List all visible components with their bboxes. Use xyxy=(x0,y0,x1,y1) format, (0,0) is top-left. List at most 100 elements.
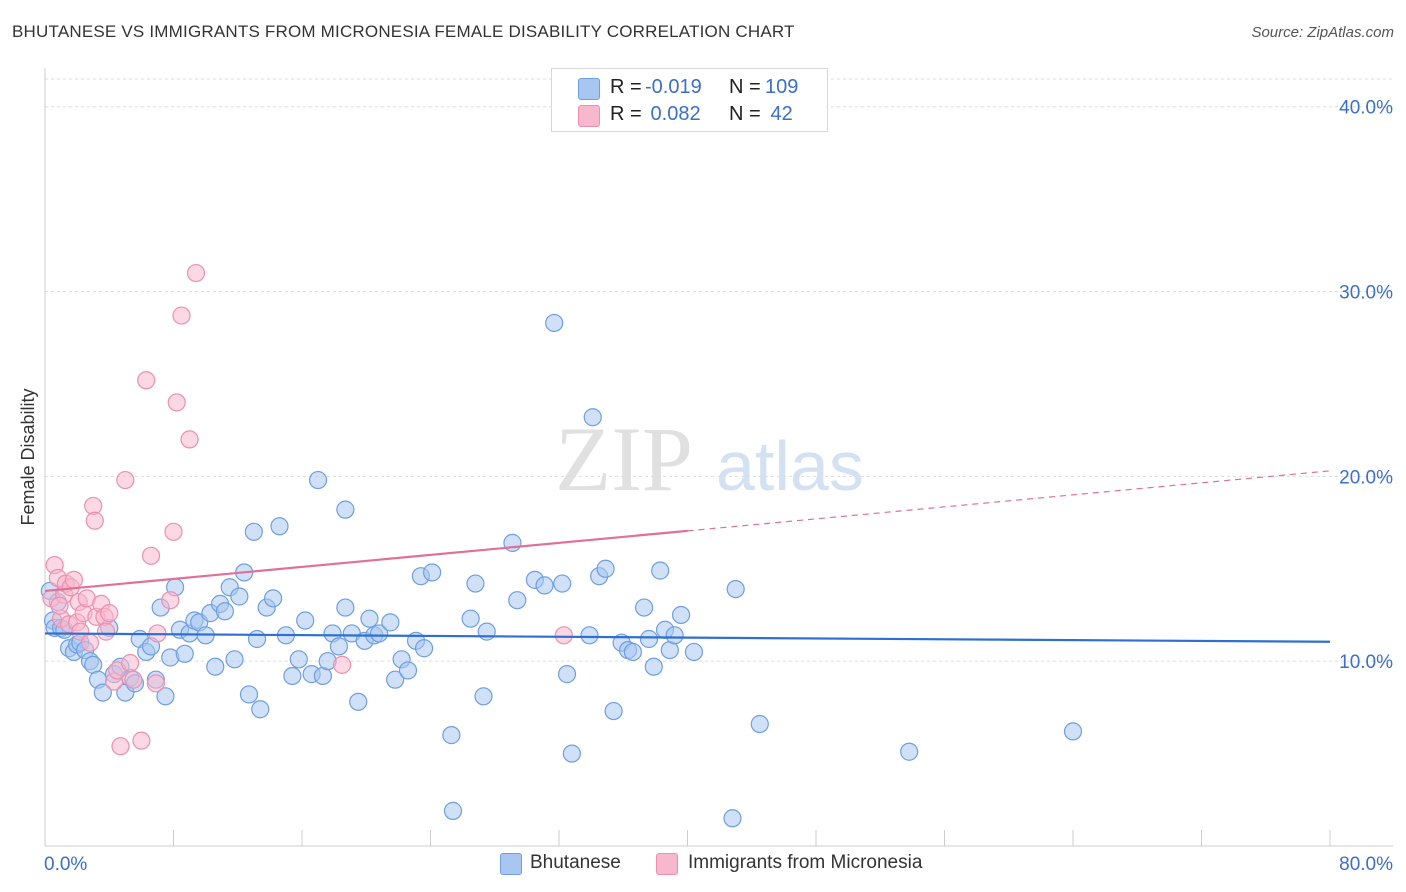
point-micronesia xyxy=(137,371,156,390)
point-bhutanese xyxy=(557,665,577,684)
point-bhutanese xyxy=(263,589,283,608)
point-bhutanese xyxy=(684,642,704,662)
point-bhutanese xyxy=(604,701,623,721)
point-micronesia xyxy=(50,596,69,615)
point-bhutanese xyxy=(336,500,355,519)
point-micronesia xyxy=(186,263,206,283)
point-bhutanese xyxy=(156,687,175,706)
point-bhutanese xyxy=(665,626,684,645)
point-bhutanese xyxy=(239,685,259,704)
point-micronesia xyxy=(180,430,199,449)
legend-n-label: N = xyxy=(729,103,761,125)
point-bhutanese xyxy=(477,622,496,641)
point-bhutanese xyxy=(398,661,418,680)
point-micronesia xyxy=(85,511,104,530)
point-bhutanese xyxy=(244,522,263,541)
point-micronesia xyxy=(554,626,573,645)
x-tick-label-min: 0.0% xyxy=(44,854,87,875)
point-micronesia xyxy=(80,633,100,652)
point-micronesia xyxy=(141,546,161,565)
point-bhutanese xyxy=(545,313,564,333)
legend-n-label: N = xyxy=(729,76,761,98)
point-bhutanese xyxy=(562,744,581,763)
point-bhutanese xyxy=(230,587,249,606)
point-bhutanese xyxy=(251,700,270,719)
point-bhutanese xyxy=(635,598,654,617)
bottom-legend-label: Bhutanese xyxy=(530,852,621,873)
point-bhutanese xyxy=(580,626,599,645)
point-bhutanese xyxy=(726,580,745,599)
bottom-legend-swatch-pink xyxy=(656,853,678,875)
point-bhutanese xyxy=(900,742,919,761)
y-tick-label: 40.0% xyxy=(1339,98,1393,119)
series-bhutanese xyxy=(40,313,1083,828)
point-bhutanese xyxy=(370,624,389,643)
point-bhutanese xyxy=(206,657,225,676)
point-bhutanese xyxy=(508,591,527,610)
point-bhutanese xyxy=(414,639,434,658)
point-bhutanese xyxy=(283,666,302,686)
point-bhutanese xyxy=(461,609,480,628)
point-micronesia xyxy=(124,670,143,689)
point-bhutanese xyxy=(442,726,461,745)
source-label: Source: ZipAtlas.com xyxy=(1251,24,1394,41)
watermark-zip: ZIP xyxy=(555,408,693,510)
point-bhutanese xyxy=(247,629,267,649)
point-micronesia xyxy=(116,470,135,490)
point-micronesia xyxy=(132,731,151,750)
point-bhutanese xyxy=(535,576,554,595)
point-bhutanese xyxy=(423,563,442,582)
point-bhutanese xyxy=(93,683,112,702)
point-bhutanese xyxy=(386,670,405,689)
bottom-legend-swatch-blue xyxy=(500,853,522,875)
point-bhutanese xyxy=(474,687,493,706)
trendline-micronesia xyxy=(44,529,688,593)
point-bhutanese xyxy=(583,408,602,427)
point-micronesia xyxy=(164,522,183,541)
y-tick-label: 10.0% xyxy=(1339,652,1393,673)
point-bhutanese xyxy=(296,611,315,630)
legend-swatch-pink xyxy=(578,105,600,127)
legend-n-value: 42 xyxy=(765,103,793,125)
point-bhutanese xyxy=(289,650,308,669)
point-micronesia xyxy=(96,622,116,641)
point-bhutanese xyxy=(349,692,368,711)
legend-swatch-blue xyxy=(578,78,600,100)
point-bhutanese xyxy=(644,657,663,676)
point-bhutanese xyxy=(623,642,642,662)
point-bhutanese xyxy=(381,613,400,632)
point-micronesia xyxy=(64,570,84,589)
trendline-bhutanese xyxy=(44,632,1331,643)
y-axis-label: Female Disability xyxy=(18,388,38,525)
legend-r-value: -0.019 xyxy=(645,76,702,98)
point-micronesia xyxy=(100,604,119,623)
point-bhutanese xyxy=(639,629,659,649)
point-bhutanese xyxy=(1063,722,1083,741)
x-tick-label-max: 80.0% xyxy=(1339,854,1393,875)
point-bhutanese xyxy=(443,801,463,820)
point-bhutanese xyxy=(225,650,244,669)
legend-r-value: 0.082 xyxy=(645,103,701,125)
y-tick-label: 30.0% xyxy=(1339,283,1393,304)
point-bhutanese xyxy=(750,714,769,734)
point-bhutanese xyxy=(466,574,485,593)
point-bhutanese xyxy=(651,561,670,580)
y-tick-label: 20.0% xyxy=(1339,467,1393,488)
point-bhutanese xyxy=(308,470,328,490)
trendline-dashed-micronesia xyxy=(687,470,1331,532)
point-bhutanese xyxy=(175,644,194,663)
point-micronesia xyxy=(167,393,186,412)
point-micronesia xyxy=(333,655,352,674)
watermark-atlas: atlas xyxy=(716,427,864,505)
chart-title: BHUTANESE VS IMMIGRANTS FROM MICRONESIA … xyxy=(12,22,795,41)
legend-r-label: R = xyxy=(610,76,642,98)
legend-r-label: R = xyxy=(610,103,642,125)
point-micronesia xyxy=(172,306,191,325)
point-bhutanese xyxy=(723,809,742,828)
point-bhutanese xyxy=(596,559,615,578)
point-micronesia xyxy=(111,737,130,756)
point-bhutanese xyxy=(215,602,234,621)
point-bhutanese xyxy=(329,637,349,656)
point-micronesia xyxy=(121,653,140,673)
